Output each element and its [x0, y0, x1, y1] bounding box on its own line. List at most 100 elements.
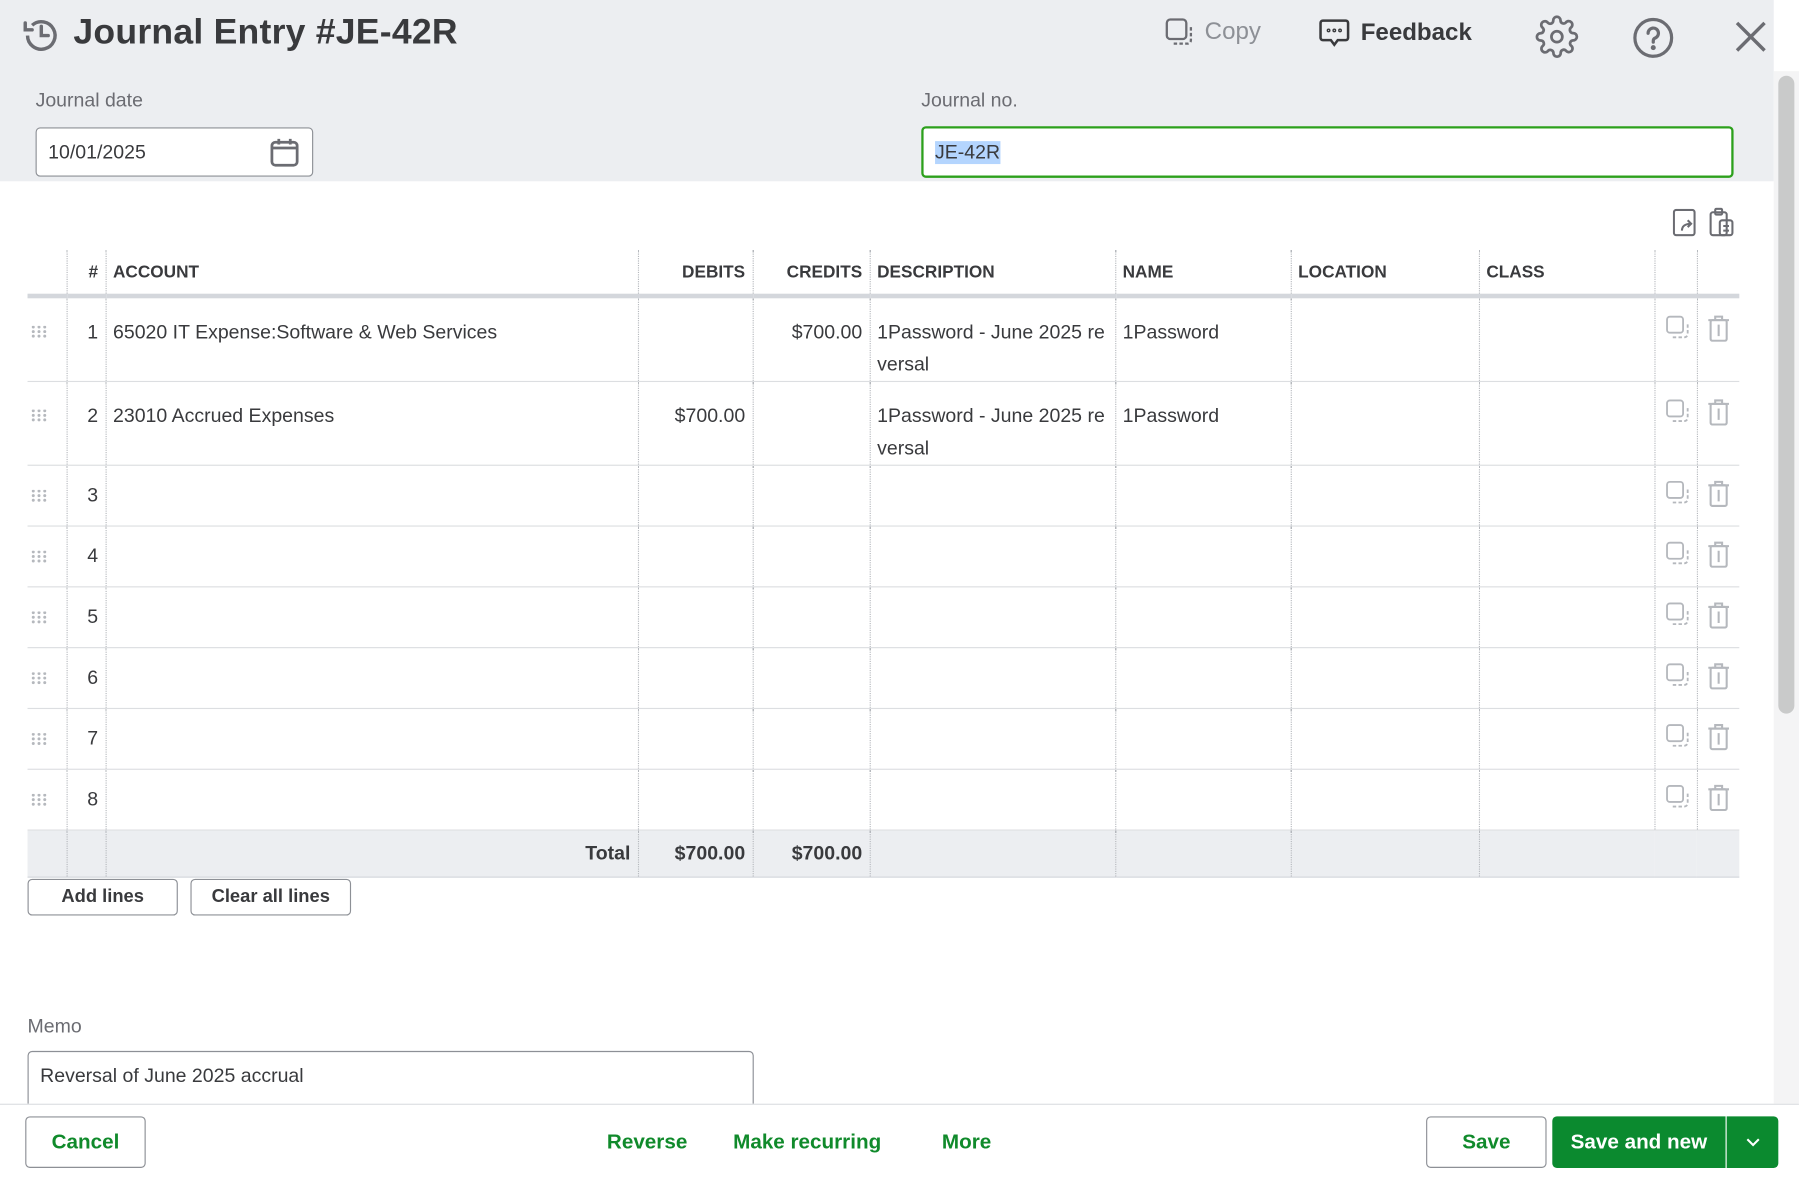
- help-icon[interactable]: [1631, 16, 1675, 60]
- name-cell[interactable]: [1114, 769, 1291, 831]
- drag-handle-icon[interactable]: [27, 526, 67, 588]
- copy-line-icon[interactable]: [1653, 647, 1697, 710]
- account-cell[interactable]: [104, 526, 638, 588]
- debits-cell[interactable]: [637, 769, 753, 831]
- credits-cell[interactable]: [752, 586, 870, 649]
- name-cell[interactable]: [1114, 465, 1291, 527]
- delete-line-icon[interactable]: [1696, 586, 1740, 649]
- clipboard-icon[interactable]: [1709, 207, 1734, 238]
- copy-line-icon[interactable]: [1653, 586, 1697, 649]
- delete-line-icon[interactable]: [1696, 526, 1740, 588]
- description-cell[interactable]: [869, 526, 1116, 588]
- feedback-button[interactable]: Feedback: [1317, 16, 1472, 50]
- class-cell[interactable]: [1478, 381, 1655, 466]
- location-cell[interactable]: [1290, 769, 1479, 831]
- credits-cell[interactable]: [752, 708, 870, 770]
- class-cell[interactable]: [1478, 647, 1655, 710]
- delete-line-icon[interactable]: [1696, 465, 1740, 527]
- more-button[interactable]: More: [941, 1130, 992, 1154]
- description-cell[interactable]: [869, 708, 1116, 770]
- cancel-button[interactable]: Cancel: [25, 1116, 146, 1168]
- calendar-icon[interactable]: [268, 137, 300, 169]
- credits-cell[interactable]: $700.00: [752, 296, 870, 383]
- copy-line-icon[interactable]: [1653, 526, 1697, 588]
- name-cell[interactable]: 1Password: [1114, 381, 1291, 466]
- location-cell[interactable]: [1290, 465, 1479, 527]
- account-cell[interactable]: [104, 769, 638, 831]
- debits-cell[interactable]: [637, 586, 753, 649]
- copy-line-icon[interactable]: [1653, 708, 1697, 770]
- name-cell[interactable]: [1114, 586, 1291, 649]
- journal-no-input[interactable]: JE-42R: [921, 126, 1734, 178]
- credits-cell[interactable]: [752, 465, 870, 527]
- account-cell[interactable]: 65020 IT Expense:Software & Web Services: [104, 296, 638, 383]
- copy-line-icon[interactable]: [1653, 465, 1697, 527]
- location-cell[interactable]: [1290, 526, 1479, 588]
- drag-handle-icon[interactable]: [27, 769, 67, 831]
- scrollbar-thumb[interactable]: [1778, 75, 1795, 714]
- export-icon[interactable]: [1672, 208, 1698, 237]
- debits-cell[interactable]: [637, 708, 753, 770]
- delete-line-icon[interactable]: [1696, 647, 1740, 710]
- debits-cell[interactable]: [637, 647, 753, 710]
- delete-line-icon[interactable]: [1696, 381, 1740, 466]
- location-cell[interactable]: [1290, 647, 1479, 710]
- description-cell[interactable]: [869, 647, 1116, 710]
- credits-cell[interactable]: [752, 647, 870, 710]
- class-cell[interactable]: [1478, 526, 1655, 588]
- delete-line-icon[interactable]: [1696, 708, 1740, 770]
- name-cell[interactable]: 1Password: [1114, 296, 1291, 383]
- description-cell[interactable]: [869, 586, 1116, 649]
- make-recurring-button[interactable]: Make recurring: [733, 1130, 882, 1154]
- add-lines-button[interactable]: Add lines: [27, 878, 178, 916]
- description-cell[interactable]: 1Password - June 2025 reversal: [869, 296, 1116, 383]
- credits-cell[interactable]: [752, 381, 870, 466]
- save-button[interactable]: Save: [1426, 1116, 1547, 1168]
- class-cell[interactable]: [1478, 296, 1655, 383]
- location-cell[interactable]: [1290, 296, 1479, 383]
- delete-line-icon[interactable]: [1696, 296, 1740, 383]
- drag-handle-icon[interactable]: [27, 381, 67, 466]
- clear-all-lines-button[interactable]: Clear all lines: [190, 878, 352, 916]
- name-cell[interactable]: [1114, 526, 1291, 588]
- save-options-dropdown[interactable]: [1726, 1116, 1779, 1168]
- class-cell[interactable]: [1478, 586, 1655, 649]
- description-cell[interactable]: [869, 769, 1116, 831]
- delete-line-icon[interactable]: [1696, 769, 1740, 831]
- copy-button[interactable]: Copy: [1163, 16, 1261, 48]
- copy-line-icon[interactable]: [1653, 381, 1697, 466]
- debits-cell[interactable]: [637, 296, 753, 383]
- drag-handle-icon[interactable]: [27, 296, 67, 383]
- description-cell[interactable]: 1Password - June 2025 reversal: [869, 381, 1116, 466]
- credits-cell[interactable]: [752, 769, 870, 831]
- copy-line-icon[interactable]: [1653, 296, 1697, 383]
- account-cell[interactable]: [104, 647, 638, 710]
- reverse-button[interactable]: Reverse: [606, 1130, 688, 1154]
- description-cell[interactable]: [869, 465, 1116, 527]
- name-cell[interactable]: [1114, 647, 1291, 710]
- drag-handle-icon[interactable]: [27, 465, 67, 527]
- account-cell[interactable]: [104, 586, 638, 649]
- location-cell[interactable]: [1290, 708, 1479, 770]
- debits-cell[interactable]: [637, 465, 753, 527]
- class-cell[interactable]: [1478, 708, 1655, 770]
- name-cell[interactable]: [1114, 708, 1291, 770]
- account-cell[interactable]: [104, 708, 638, 770]
- location-cell[interactable]: [1290, 381, 1479, 466]
- class-cell[interactable]: [1478, 769, 1655, 831]
- journal-date-input[interactable]: 10/01/2025: [35, 127, 314, 177]
- account-cell[interactable]: 23010 Accrued Expenses: [104, 381, 638, 466]
- account-cell[interactable]: [104, 465, 638, 527]
- credits-cell[interactable]: [752, 526, 870, 588]
- settings-gear-icon[interactable]: [1535, 15, 1579, 59]
- save-and-new-button[interactable]: Save and new: [1552, 1116, 1726, 1168]
- close-icon[interactable]: [1734, 20, 1768, 54]
- drag-handle-icon[interactable]: [27, 708, 67, 770]
- debits-cell[interactable]: [637, 526, 753, 588]
- recent-history-icon[interactable]: [21, 15, 62, 56]
- debits-cell[interactable]: $700.00: [637, 381, 753, 466]
- copy-line-icon[interactable]: [1653, 769, 1697, 831]
- class-cell[interactable]: [1478, 465, 1655, 527]
- drag-handle-icon[interactable]: [27, 586, 67, 649]
- location-cell[interactable]: [1290, 586, 1479, 649]
